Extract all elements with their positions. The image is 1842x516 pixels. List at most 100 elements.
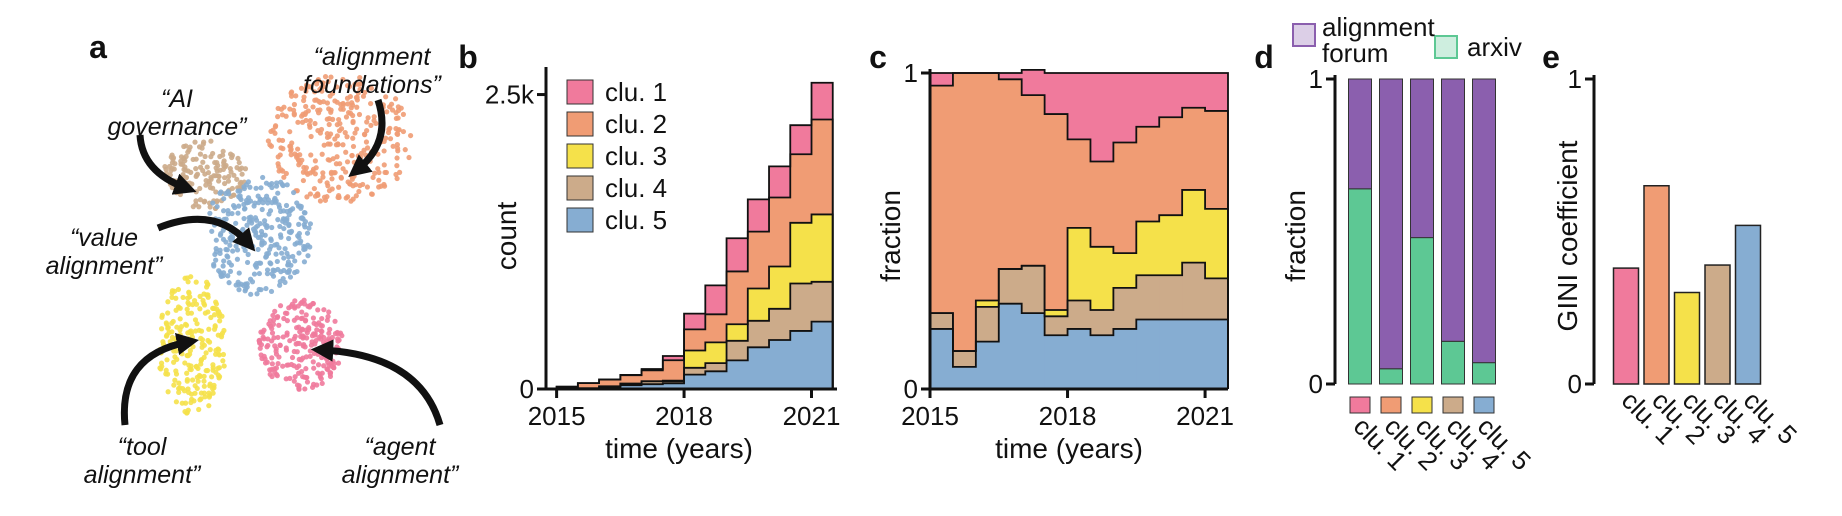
embedding-dot	[217, 318, 223, 324]
embedding-dot	[258, 342, 265, 348]
embedding-dot	[269, 338, 275, 344]
embedding-dot	[304, 194, 310, 200]
embedding-dot	[264, 224, 270, 231]
step-segment	[811, 119, 834, 215]
step-segment	[726, 238, 749, 272]
embedding-dot	[394, 155, 400, 161]
embedding-dot	[180, 171, 186, 178]
embedding-dot	[295, 119, 301, 125]
embedding-dot	[349, 173, 355, 180]
step-segment	[1067, 73, 1091, 140]
embedding-dot	[206, 394, 212, 400]
embedding-dot	[164, 321, 170, 327]
embedding-dot	[245, 179, 252, 185]
step-segment	[747, 320, 770, 348]
embedding-dot	[202, 310, 208, 316]
step-segment	[1044, 114, 1069, 310]
bar-segment	[1441, 78, 1465, 342]
embedding-dot	[284, 269, 290, 275]
y-tick-label: 2.5k	[485, 80, 535, 110]
embedding-dot	[345, 179, 351, 185]
embedding-dot	[291, 101, 298, 108]
step-segment	[975, 73, 1000, 301]
embedding-dot	[227, 268, 234, 275]
embedding-dot	[247, 276, 254, 282]
arrow	[348, 98, 386, 178]
embedding-dot	[308, 84, 314, 90]
embedding-dot	[381, 162, 387, 168]
embedding-dot	[307, 221, 314, 227]
embedding-dot	[176, 189, 182, 195]
embedding-dot	[358, 81, 365, 87]
embedding-dot	[394, 163, 400, 169]
embedding-dot	[267, 246, 273, 253]
embedding-dot	[386, 104, 393, 110]
embedding-dot	[299, 215, 305, 221]
embedding-dot	[256, 286, 262, 293]
step-segment	[1090, 246, 1114, 310]
embedding-dot	[273, 123, 279, 129]
embedding-dot	[173, 371, 180, 377]
embedding-dot	[165, 310, 171, 316]
embedding-dot	[320, 170, 326, 176]
legend-swatch	[566, 79, 594, 105]
embedding-dot	[282, 246, 288, 252]
embedding-dot	[230, 248, 236, 254]
embedding-dot	[160, 339, 166, 345]
embedding-dot	[165, 371, 171, 377]
embedding-dot	[326, 309, 332, 315]
embedding-dot	[239, 171, 245, 177]
embedding-dot	[209, 228, 215, 234]
embedding-dot	[368, 122, 374, 128]
embedding-dot	[265, 342, 271, 349]
embedding-dot	[194, 385, 200, 392]
embedding-dot	[201, 342, 207, 348]
embedding-dot	[286, 254, 292, 260]
embedding-dot	[211, 312, 218, 318]
embedding-dot	[322, 74, 329, 80]
embedding-dot	[288, 147, 294, 154]
embedding-dot	[217, 153, 223, 160]
embedding-dot	[303, 169, 309, 175]
embedding-dot	[300, 374, 306, 380]
step-segment	[790, 283, 813, 331]
embedding-dot	[184, 370, 190, 376]
embedding-dot	[196, 144, 203, 150]
legend-label: clu. 5	[605, 205, 667, 235]
embedding-dot	[298, 315, 304, 322]
embedding-dot	[218, 273, 224, 279]
embedding-dot	[269, 361, 275, 367]
embedding-dot	[220, 351, 227, 358]
step-segment	[684, 374, 706, 389]
bar	[1734, 224, 1762, 385]
embedding-dot	[276, 322, 282, 328]
embedding-dot	[280, 363, 286, 369]
embedding-dot	[315, 76, 321, 83]
embedding-dot	[272, 308, 278, 314]
embedding-dot	[186, 289, 192, 295]
embedding-dot	[185, 407, 191, 413]
embedding-dot	[220, 358, 226, 364]
embedding-dot	[208, 138, 214, 144]
annotation: “alignment	[314, 43, 432, 71]
embedding-dot	[259, 206, 265, 213]
bar-segment	[1379, 78, 1403, 370]
embedding-dot	[273, 183, 280, 189]
step-segment	[998, 268, 1023, 304]
embedding-dot	[286, 229, 292, 235]
category-swatch	[1349, 396, 1371, 414]
embedding-dot	[159, 312, 165, 318]
embedding-dot	[296, 230, 302, 237]
embedding-dot	[282, 216, 288, 222]
embedding-dot	[205, 294, 211, 300]
embedding-dot	[256, 270, 262, 277]
embedding-dot	[264, 267, 271, 273]
embedding-dot	[395, 148, 401, 154]
step-segment	[705, 342, 728, 364]
step-segment	[811, 214, 834, 282]
embedding-dot	[291, 336, 297, 342]
embedding-dot	[342, 130, 348, 136]
embedding-dot	[329, 186, 335, 192]
category-swatch	[1442, 396, 1464, 414]
embedding-dot	[200, 159, 206, 165]
